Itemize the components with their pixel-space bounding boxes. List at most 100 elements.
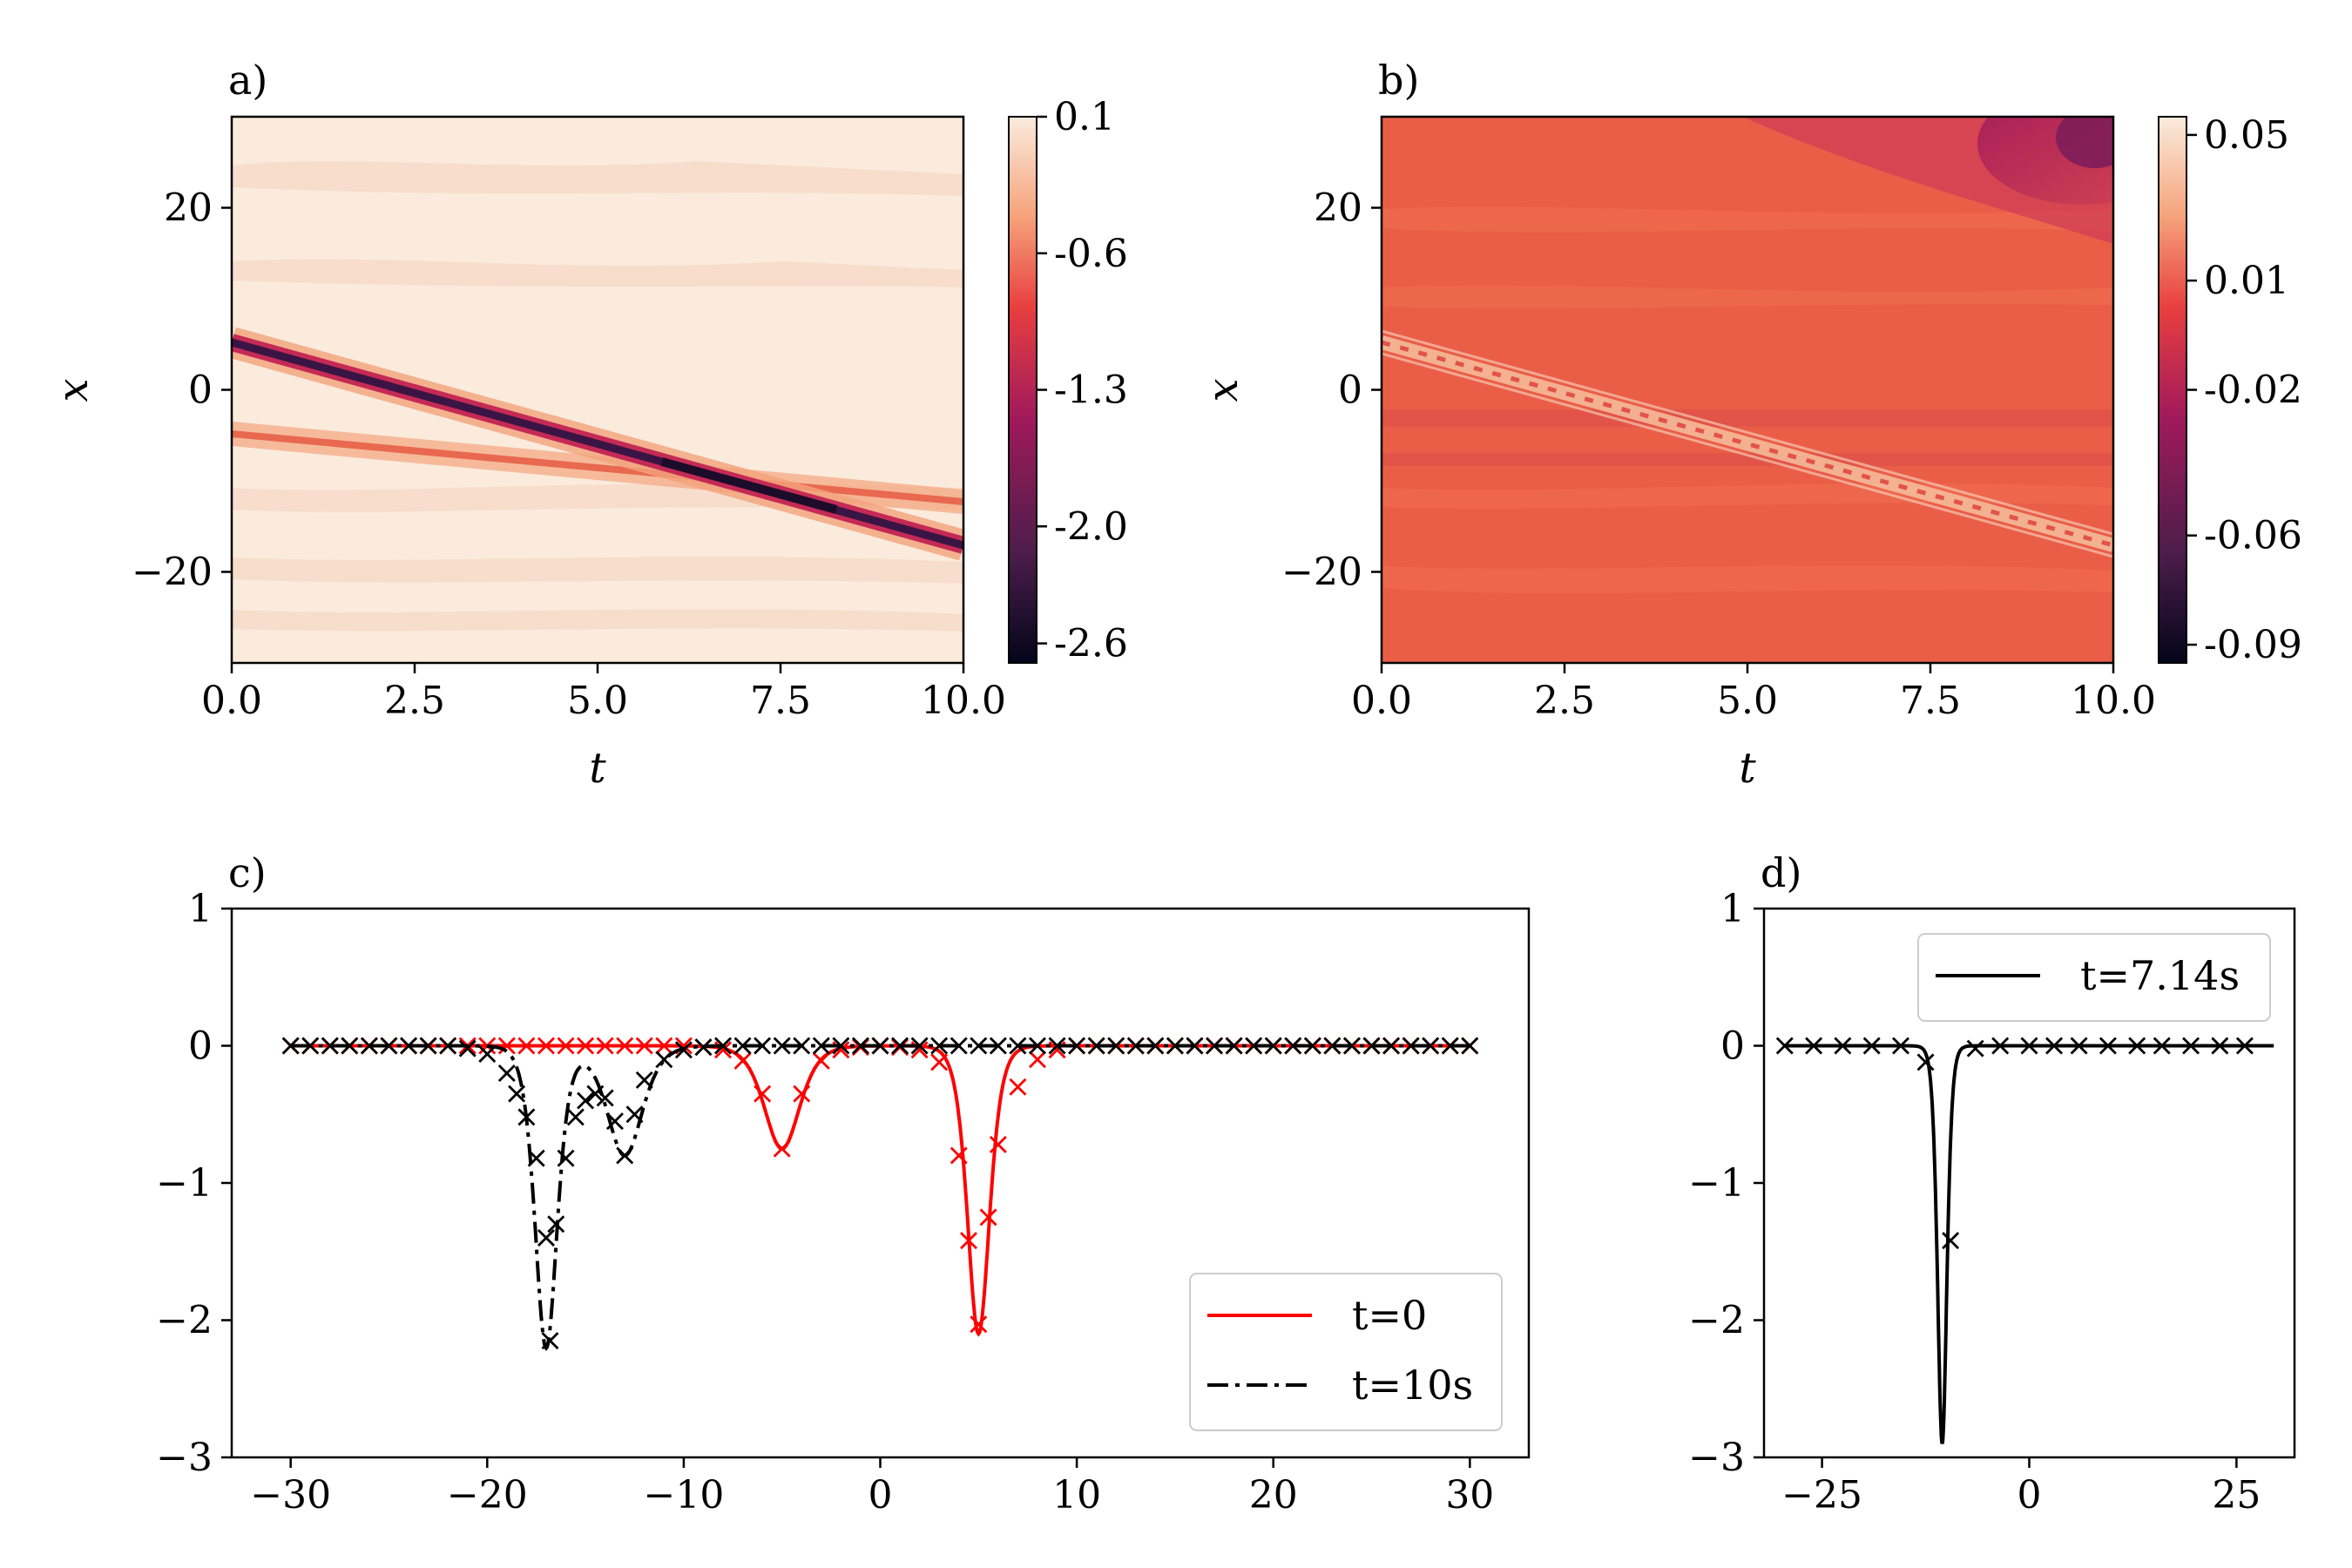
- series-t0-marker: [616, 1037, 634, 1055]
- heatmap-a-ytick-label: 20: [164, 186, 213, 231]
- heatmap-a-axes: 0.0 2.5 5.0 7.5 10.0 20 0 −20: [132, 186, 1006, 724]
- series-t714-marker: [1942, 1232, 1960, 1250]
- plot-c-ytick-label: −2: [156, 1299, 213, 1343]
- series-t10-marker: [1441, 1037, 1459, 1055]
- plot-d-ytick-label: −2: [1688, 1299, 1745, 1343]
- plot-d-legend: t=7.14s: [1917, 933, 2271, 1022]
- panel-b: 0.0 2.5 5.0 7.5 10.0 20 0 −20 t x b) 0.05 0.01 -0…: [1199, 57, 2302, 793]
- series-t10-marker: [1284, 1037, 1302, 1055]
- series-t10-marker: [1303, 1037, 1321, 1055]
- plot-d-ytick-label: 1: [1720, 887, 1745, 931]
- heatmap-b-axes: 0.0 2.5 5.0 7.5 10.0 20 0 −20: [1281, 186, 2156, 724]
- series-t10-marker: [497, 1064, 516, 1082]
- heatmap-a-ytick-label: 0: [188, 368, 213, 413]
- series-t0-marker: [812, 1051, 830, 1070]
- series-t0-marker: [979, 1208, 997, 1227]
- series-t10-marker: [1362, 1037, 1381, 1055]
- colorbar-a-tick-label: -2.6: [1054, 622, 1128, 666]
- series-t0-marker: [950, 1146, 968, 1165]
- heatmap-a-xtick-label: 5.0: [567, 679, 628, 723]
- series-t0-marker: [733, 1051, 752, 1070]
- series-t714-marker: [1991, 1037, 2010, 1055]
- series-t10-marker: [1264, 1037, 1282, 1055]
- series-t0-marker: [1028, 1051, 1046, 1069]
- series-t10-marker: [970, 1037, 988, 1055]
- plot-d-xtick-label: 25: [2212, 1473, 2261, 1517]
- colorbar-b-tick-label: -0.02: [2204, 368, 2302, 413]
- panel-b-label: b): [1378, 57, 1419, 104]
- series-t10-marker: [577, 1092, 595, 1110]
- series-t10-marker: [635, 1071, 653, 1089]
- series-t0-marker: [655, 1037, 673, 1055]
- series-t0-marker: [577, 1037, 595, 1055]
- heatmap-b-xtick-label: 10.0: [2071, 679, 2156, 723]
- plot-c-data: [281, 1037, 1479, 1351]
- series-t10-marker: [773, 1037, 791, 1055]
- panel-a-label: a): [228, 57, 267, 104]
- heatmap-b-xtick-label: 2.5: [1534, 679, 1595, 723]
- plot-d-legend-box: [1917, 933, 2271, 1022]
- heatmap-a-xtick-label: 0.0: [201, 679, 262, 723]
- series-t714-marker: [2235, 1037, 2254, 1055]
- heatmap-a-xtick-label: 7.5: [750, 679, 811, 723]
- plot-c-ytick-label: 1: [188, 887, 213, 931]
- colorbar-a-ticks: 0.1 -0.6 -1.3 -2.0 -2.6: [1037, 95, 1128, 666]
- heatmap-a-xlabel: t: [589, 744, 606, 793]
- plot-c-xtick-label: 30: [1445, 1473, 1494, 1517]
- heatmap-b-ytick-label: 0: [1338, 368, 1362, 413]
- series-t10-marker: [527, 1149, 545, 1167]
- plot-d-ytick-label: −1: [1688, 1161, 1745, 1206]
- series-t10-marker: [1186, 1037, 1204, 1055]
- heatmap-b-ytick-label: −20: [1281, 551, 1362, 595]
- heatmap-b-ripples: [1382, 409, 2113, 466]
- plot-c-legend-box: [1189, 1273, 1503, 1431]
- series-t10-marker: [655, 1051, 673, 1069]
- series-t10-marker: [566, 1108, 585, 1126]
- series-t714-marker: [2099, 1037, 2117, 1055]
- series-t10-marker: [1166, 1037, 1184, 1055]
- series-t10-marker: [596, 1089, 614, 1107]
- legend-t714-label: t=7.14s: [2080, 952, 2240, 999]
- series-t10-marker: [1126, 1037, 1145, 1055]
- heatmap-a-ylabel: x: [49, 378, 98, 402]
- colorbar-b-tick-label: -0.06: [2204, 514, 2302, 558]
- series-t714-marker: [2045, 1037, 2064, 1055]
- series-t10-marker: [674, 1041, 693, 1059]
- series-t10-marker: [508, 1085, 526, 1103]
- plot-c-xtick-label: −30: [250, 1473, 331, 1517]
- colorbar-b: [2158, 116, 2187, 664]
- heatmap-b: [1382, 117, 2113, 663]
- series-t0-marker: [793, 1085, 811, 1103]
- series-t714-marker: [2070, 1037, 2088, 1055]
- plot-d-xtick-label: 0: [2017, 1473, 2042, 1517]
- panel-d: −25 0 25 1 0 −1 −2 −3 d) t=7.14s: [1688, 849, 2296, 1517]
- series-t10-marker: [541, 1332, 559, 1350]
- series-t714-marker: [1966, 1039, 1984, 1058]
- heatmap-a: [232, 117, 963, 663]
- series-t10-marker: [321, 1037, 339, 1055]
- series-t714-marker: [2128, 1037, 2146, 1055]
- series-t10-marker: [754, 1037, 772, 1055]
- panel-a: 0.0 2.5 5.0 7.5 10.0 20 0 −20 t x a) 0.1 -0.6 -1.…: [49, 57, 1128, 793]
- series-t10-marker: [930, 1037, 949, 1055]
- colorbar-a: [1008, 116, 1037, 664]
- series-t10-marker: [478, 1044, 497, 1063]
- heatmap-b-ytick-label: 20: [1314, 186, 1362, 231]
- heatmap-a-main-soliton: [232, 338, 963, 550]
- series-t0-marker: [970, 1315, 988, 1334]
- series-t10-marker: [1461, 1037, 1479, 1055]
- plot-c-legend: t=0 t=10s: [1189, 1273, 1503, 1431]
- series-t10-marker: [1048, 1037, 1066, 1055]
- series-t10-marker: [547, 1215, 565, 1233]
- series-t0-marker: [517, 1037, 536, 1055]
- series-t10-marker: [439, 1037, 457, 1055]
- series-t10-marker: [910, 1037, 929, 1055]
- heatmap-a-xtick-label: 2.5: [384, 679, 445, 723]
- series-t0-marker: [989, 1135, 1007, 1153]
- series-t10-marker: [793, 1037, 811, 1055]
- legend-t10-label: t=10s: [1352, 1362, 1473, 1409]
- colorbar-a-tick-label: 0.1: [1054, 95, 1115, 139]
